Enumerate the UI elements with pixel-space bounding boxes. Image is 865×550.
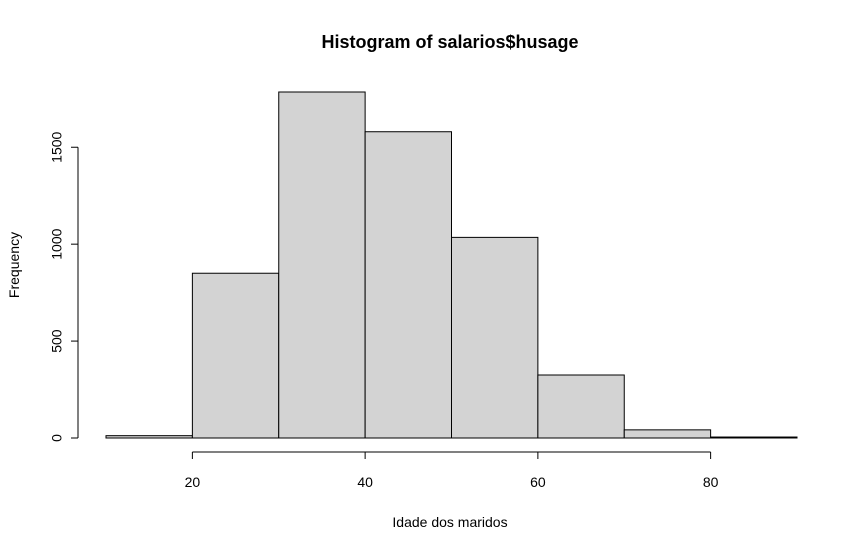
chart-title: Histogram of salarios$husage (321, 32, 578, 52)
y-axis-label: Frequency (6, 232, 22, 298)
x-tick-label-0: 20 (185, 474, 201, 490)
x-tick-label-3: 80 (703, 474, 719, 490)
histogram-bar-0 (105, 435, 193, 439)
x-axis-label: Idade dos maridos (392, 514, 507, 530)
histogram-bar-6 (623, 429, 712, 439)
histogram-bar-7 (710, 436, 798, 439)
y-tick-label-2: 1000 (49, 228, 65, 259)
y-tick-label-1: 500 (49, 329, 65, 353)
histogram-bar-1 (191, 272, 280, 439)
histogram-bar-3 (364, 131, 452, 439)
histogram-bar-5 (537, 374, 625, 439)
y-axis: 0 500 1000 1500 (49, 131, 79, 442)
x-tick-label-2: 60 (530, 474, 546, 490)
x-tick-label-1: 40 (357, 474, 373, 490)
histogram-bar-4 (451, 236, 539, 439)
bars-layer (105, 91, 798, 439)
x-axis: 20 40 60 80 (185, 451, 719, 490)
histogram-bar-2 (278, 91, 366, 439)
y-tick-label-3: 1500 (49, 131, 65, 162)
y-tick-label-0: 0 (49, 434, 65, 442)
